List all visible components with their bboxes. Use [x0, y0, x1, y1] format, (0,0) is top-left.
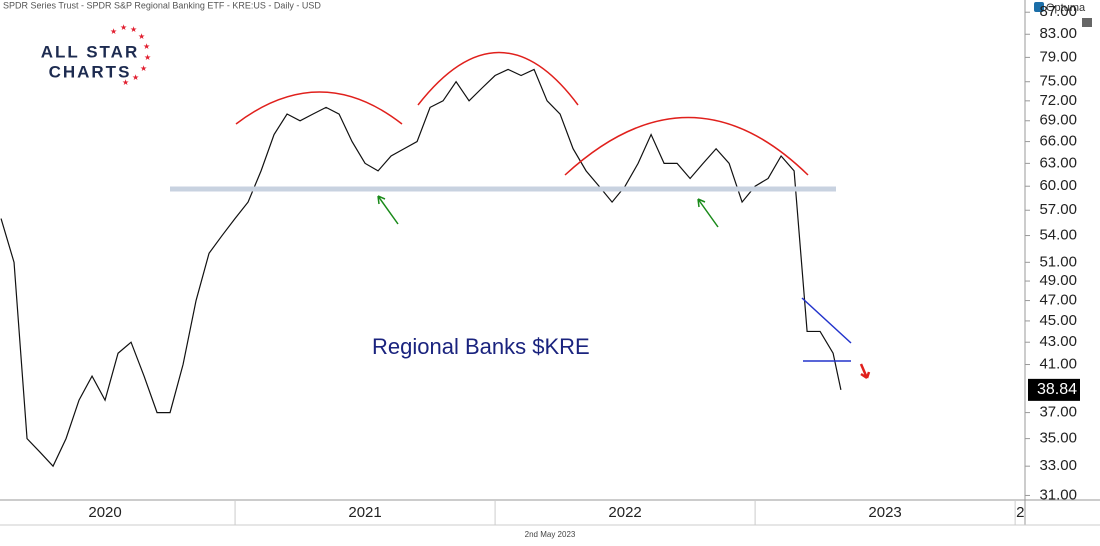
- svg-text:★: ★: [144, 53, 151, 62]
- y-tick-label: 49.00: [1039, 272, 1077, 289]
- y-tick-label: 83.00: [1039, 25, 1077, 42]
- y-tick-label: 43.00: [1039, 333, 1077, 350]
- lock-icon: [1082, 18, 1092, 27]
- last-price-label: 38.84: [1037, 381, 1077, 398]
- x-tick-label: 2020: [88, 504, 121, 521]
- y-tick-label: 31.00: [1039, 486, 1077, 503]
- x-tick-label: 2023: [868, 504, 901, 521]
- logo: ALL STAR CHARTS ★ ★ ★★★★★★★: [41, 23, 151, 87]
- y-tick-label: 79.00: [1039, 48, 1077, 65]
- logo-text: ALL STAR: [41, 42, 139, 61]
- y-tick-label: 57.00: [1039, 201, 1077, 218]
- last-price-box: [1028, 378, 1080, 401]
- y-tick-label: 45.00: [1039, 312, 1077, 329]
- header: SPDR Series Trust - SPDR S&P Regional Ba…: [3, 0, 321, 10]
- arrow: [859, 363, 871, 380]
- svg-text:★: ★: [110, 27, 117, 36]
- y-tick-label: 51.00: [1039, 253, 1077, 270]
- x-tick-label: 2: [1016, 504, 1024, 521]
- price-line: [0, 68, 842, 468]
- svg-text:★: ★: [132, 73, 139, 82]
- y-tick-label: 66.00: [1039, 133, 1077, 150]
- arc: [417, 51, 579, 106]
- annotations: [170, 51, 871, 380]
- svg-text:★: ★: [138, 32, 145, 41]
- y-tick-label: 72.00: [1039, 92, 1077, 109]
- svg-text:★: ★: [140, 64, 147, 73]
- y-tick-label: 60.00: [1039, 177, 1077, 194]
- y-tick-label: 87.00: [1039, 3, 1077, 20]
- svg-text:★: ★: [122, 78, 129, 87]
- arc: [235, 91, 403, 125]
- brand: Optuma: [1046, 2, 1086, 14]
- x-tick-label: 2022: [608, 504, 641, 521]
- logo-text: CHARTS: [49, 62, 132, 81]
- y-tick-label: 54.00: [1039, 227, 1077, 244]
- brand-icon: [1034, 2, 1044, 12]
- y-tick-label: 63.00: [1039, 154, 1077, 171]
- y-tick-label: 35.00: [1039, 430, 1077, 447]
- svg-text:★: ★: [143, 42, 150, 51]
- logo-stars: ★ ★ ★★★★★★★: [110, 23, 151, 87]
- arc: [564, 116, 809, 176]
- y-tick-label: 41.00: [1039, 355, 1077, 372]
- y-tick-label: 75.00: [1039, 73, 1077, 90]
- svg-text:★: ★: [120, 23, 127, 32]
- y-tick-label: 69.00: [1039, 112, 1077, 129]
- arrow: [697, 198, 719, 228]
- x-tick-label: 2021: [348, 504, 381, 521]
- annotation: Regional Banks $KRE: [372, 334, 590, 359]
- svg-text:★: ★: [130, 25, 137, 34]
- y-tick-label: 37.00: [1039, 404, 1077, 421]
- y-tick-label: 33.00: [1039, 457, 1077, 474]
- trend-line: [801, 297, 852, 344]
- footer-date: 2nd May 2023: [525, 530, 576, 539]
- y-tick-label: 47.00: [1039, 292, 1077, 309]
- arrow: [377, 195, 399, 225]
